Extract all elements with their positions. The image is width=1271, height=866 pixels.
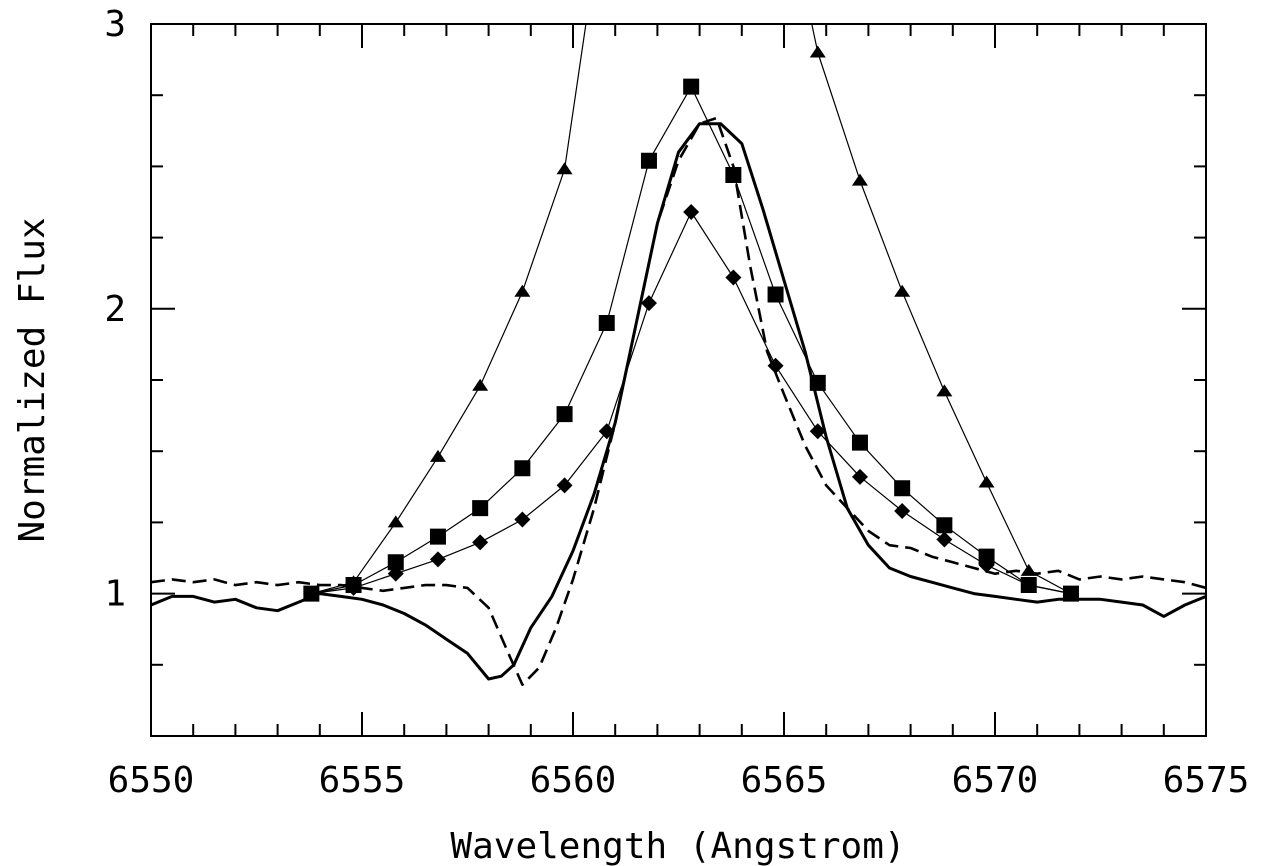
square-marker bbox=[683, 78, 700, 95]
square-marker bbox=[725, 166, 742, 183]
diamond-marker bbox=[387, 565, 404, 582]
marker-layer bbox=[303, 45, 1079, 602]
square-marker bbox=[809, 374, 826, 391]
plot-frame bbox=[150, 23, 1207, 737]
diamond-marker bbox=[851, 468, 868, 485]
square-marker bbox=[514, 460, 531, 477]
x-tick-label: 6570 bbox=[952, 760, 1039, 801]
square-marker bbox=[429, 528, 446, 545]
x-tick-label: 6555 bbox=[319, 760, 406, 801]
y-axis-label: Normalized Flux bbox=[12, 217, 53, 542]
x-tick-label: 6575 bbox=[1163, 760, 1250, 801]
triangle-marker bbox=[851, 173, 868, 186]
triangle-marker bbox=[894, 284, 911, 297]
y-tick-label: 3 bbox=[104, 4, 126, 45]
diamond-marker bbox=[767, 357, 784, 374]
square-marker bbox=[556, 406, 573, 423]
diamond-marker bbox=[556, 477, 573, 494]
diamond-marker bbox=[683, 203, 700, 220]
square-marker bbox=[767, 286, 784, 303]
diamond-marker bbox=[598, 423, 615, 440]
series-layer bbox=[151, 24, 1206, 687]
triangle-marker bbox=[429, 449, 446, 462]
square-marker bbox=[978, 548, 995, 565]
triangle-marker bbox=[1020, 563, 1037, 576]
diamond-marker bbox=[345, 579, 362, 596]
x-tick-label: 6560 bbox=[530, 760, 617, 801]
x-tick-label: 6550 bbox=[108, 760, 195, 801]
x-tick-label: 6565 bbox=[741, 760, 828, 801]
diamond-marker bbox=[303, 585, 320, 602]
y-tick-label: 2 bbox=[104, 289, 126, 330]
square-marker bbox=[598, 315, 615, 332]
x-axis-label: Wavelength (Angstrom) bbox=[450, 826, 905, 866]
triangle-marker bbox=[936, 384, 953, 397]
diamond-marker bbox=[894, 503, 911, 520]
diamond-marker bbox=[1062, 585, 1079, 602]
diamond-marker bbox=[514, 511, 531, 528]
diamond-marker bbox=[640, 295, 657, 312]
square-marker bbox=[387, 554, 404, 571]
diamond-marker bbox=[725, 269, 742, 286]
square-marker bbox=[640, 152, 657, 169]
tick-layer bbox=[150, 23, 1207, 737]
series-line-solid-thick bbox=[151, 122, 1206, 681]
series-line-thin-diamond bbox=[311, 211, 1072, 595]
tick-label-layer: 6550 6555 6560 6565 6570 6575 1 2 3 bbox=[104, 4, 1249, 801]
diamond-marker bbox=[978, 557, 995, 574]
square-marker bbox=[851, 434, 868, 451]
triangle-marker bbox=[809, 45, 826, 58]
series-line-thin-square bbox=[311, 86, 1072, 595]
y-tick-label: 1 bbox=[104, 574, 126, 615]
square-marker bbox=[894, 480, 911, 497]
diamond-marker bbox=[936, 531, 953, 548]
triangle-marker bbox=[978, 475, 995, 488]
triangle-marker bbox=[387, 515, 404, 528]
diamond-marker bbox=[809, 423, 826, 440]
diamond-marker bbox=[1020, 577, 1037, 594]
square-marker bbox=[472, 500, 489, 517]
square-marker bbox=[936, 517, 953, 534]
diamond-marker bbox=[429, 551, 446, 568]
triangle-marker bbox=[472, 378, 489, 391]
diamond-marker bbox=[472, 534, 489, 551]
triangle-marker bbox=[556, 162, 573, 175]
triangle-marker bbox=[514, 284, 531, 297]
